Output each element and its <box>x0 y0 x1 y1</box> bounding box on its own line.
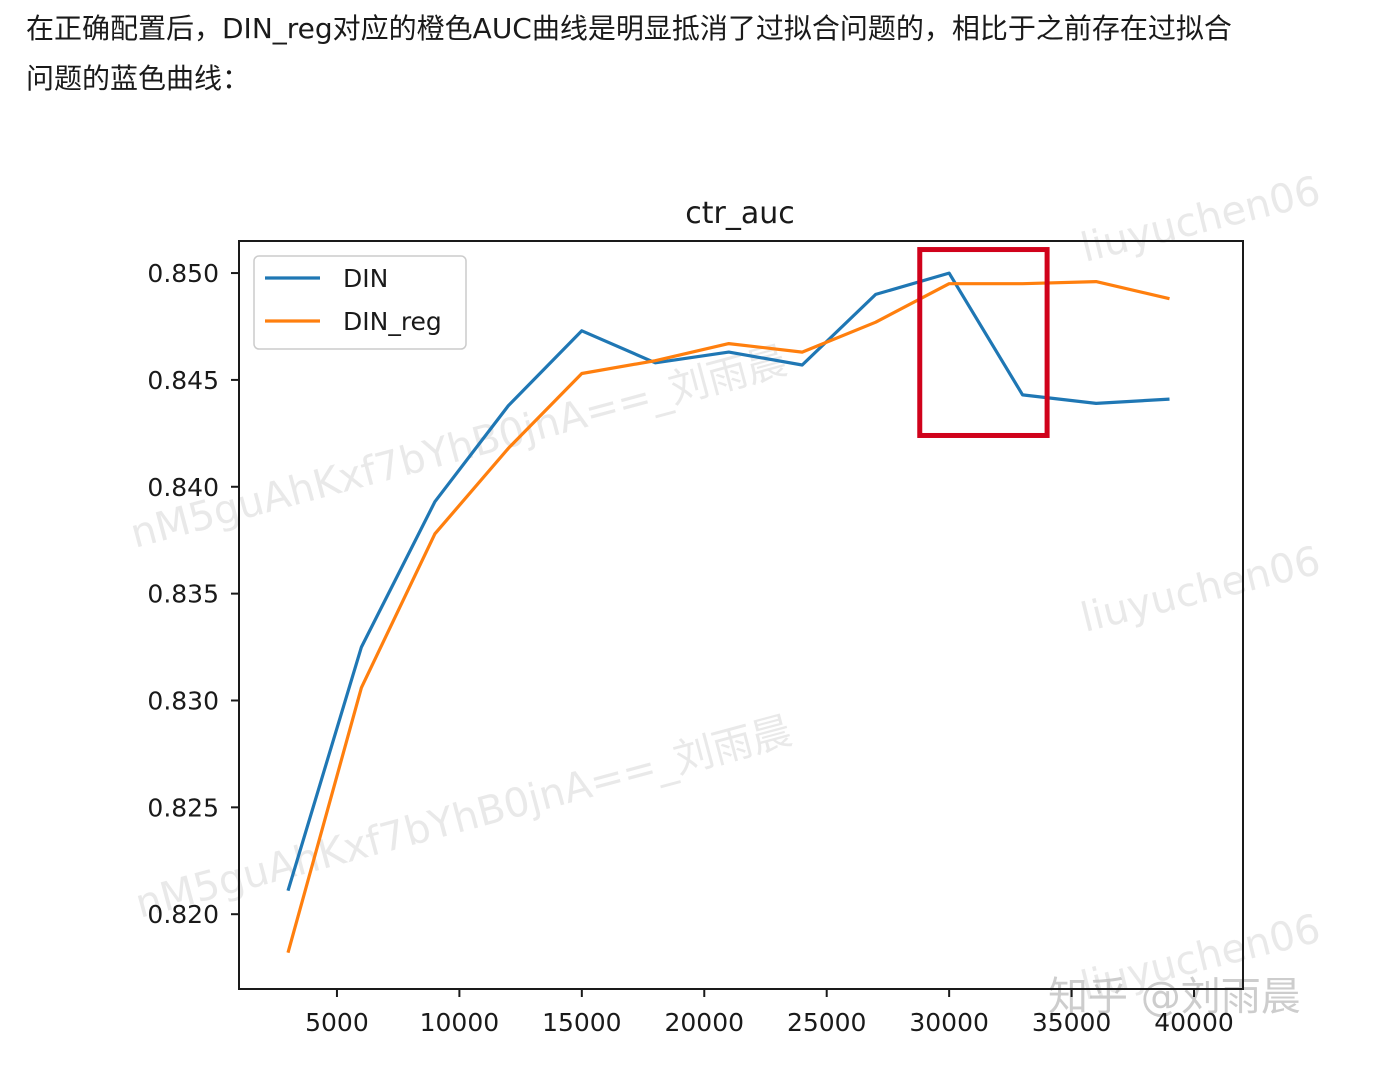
x-tick-label: 25000 <box>787 1008 867 1037</box>
series-lines <box>286 271 1170 954</box>
y-tick-label: 0.850 <box>147 259 219 288</box>
x-tick-label: 40000 <box>1154 1008 1234 1037</box>
series-line-din-reg <box>286 280 1170 954</box>
legend-label-din-reg: DIN_reg <box>343 307 442 336</box>
y-tick-label: 0.820 <box>147 900 219 929</box>
x-tick-label: 20000 <box>665 1008 745 1037</box>
watermark-text: nM5guAhKxf7bYhB0jnA==_刘雨晨 <box>131 708 797 928</box>
x-tick-label: 35000 <box>1032 1008 1112 1037</box>
annotation-layer <box>917 247 1050 438</box>
caption-text: 在正确配置后，DIN_reg对应的橙色AUC曲线是明显抵消了过拟合问题的，相比于… <box>26 4 1396 104</box>
series-line-din <box>286 271 1170 892</box>
chart-title: ctr_auc <box>685 196 794 231</box>
y-tick-label: 0.825 <box>147 793 219 822</box>
y-tick-label: 0.830 <box>147 686 219 715</box>
plot-frame <box>238 240 1244 990</box>
x-tick-label: 10000 <box>420 1008 500 1037</box>
watermark-text: nM5guAhKxf7bYhB0jnA==_刘雨晨 <box>126 338 792 558</box>
x-tick-label: 15000 <box>542 1008 622 1037</box>
x-tick-label: 5000 <box>305 1008 369 1037</box>
caption-line-2: 问题的蓝色曲线： <box>26 62 251 95</box>
caption-line-1: 在正确配置后，DIN_reg对应的橙色AUC曲线是明显抵消了过拟合问题的，相比于… <box>26 12 1232 45</box>
x-tick-label: 30000 <box>909 1008 989 1037</box>
y-tick-label: 0.835 <box>147 580 219 609</box>
watermark-text: liuyuchen06 <box>1076 538 1325 642</box>
legend: DIN DIN_reg <box>253 255 467 350</box>
watermark-text: liuyuchen06 <box>1076 168 1325 272</box>
axes-layer: 5000 10000 15000 20000 25000 30000 35000 40000 0… <box>147 259 1233 1037</box>
watermark-text: 知乎 @刘雨晨 <box>1048 974 1301 1020</box>
legend-label-din: DIN <box>343 264 388 293</box>
highlight-box <box>917 247 1050 438</box>
y-tick-label: 0.845 <box>147 366 219 395</box>
y-tick-label: 0.840 <box>147 473 219 502</box>
